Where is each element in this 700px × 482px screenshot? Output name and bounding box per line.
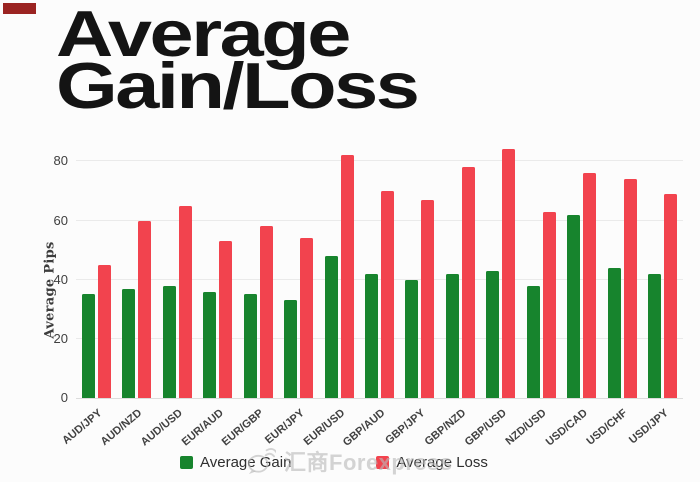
bar-groups bbox=[76, 148, 683, 398]
bar-group-eur-usd bbox=[319, 155, 359, 398]
bar-group-aud-nzd bbox=[116, 220, 156, 398]
x-label-aud-nzd: AUD/NZD bbox=[98, 407, 145, 449]
y-tick-label: 40 bbox=[53, 271, 68, 287]
gain-bar-usd-cad bbox=[567, 214, 581, 398]
title-line-1: Average bbox=[56, 0, 351, 70]
loss-bar-gbp-jpy bbox=[421, 199, 435, 398]
gain-bar-usd-chf bbox=[607, 267, 621, 398]
legend-loss-swatch bbox=[376, 456, 390, 469]
x-label-usd-chf: USD/CHF bbox=[584, 407, 631, 448]
title-line-2: Gain/Loss bbox=[56, 49, 420, 122]
y-tick-label: 20 bbox=[53, 330, 68, 346]
loss-bar-aud-jpy bbox=[97, 264, 111, 398]
bar-group-eur-aud bbox=[197, 241, 237, 398]
loss-bar-gbp-usd bbox=[502, 149, 516, 398]
gridline bbox=[76, 278, 683, 280]
gain-bar-gbp-aud bbox=[365, 273, 379, 398]
bar-group-usd-chf bbox=[602, 179, 642, 398]
x-label-aud-jpy: AUD/JPY bbox=[59, 407, 104, 447]
loss-bar-usd-cad bbox=[583, 173, 597, 398]
bar-group-nzd-usd bbox=[521, 211, 561, 398]
gain-bar-gbp-nzd bbox=[445, 273, 459, 398]
loss-bar-nzd-usd bbox=[542, 211, 556, 398]
gain-bar-usd-jpy bbox=[648, 273, 662, 398]
bar-group-gbp-aud bbox=[359, 190, 399, 398]
bar-group-usd-jpy bbox=[643, 193, 683, 398]
loss-bar-gbp-aud bbox=[381, 190, 395, 398]
x-label-eur-jpy: EUR/JPY bbox=[262, 407, 307, 447]
gain-bar-aud-usd bbox=[162, 285, 176, 398]
loss-bar-eur-usd bbox=[340, 155, 354, 398]
gridline bbox=[76, 337, 683, 339]
bar-group-aud-jpy bbox=[76, 264, 116, 398]
gain-bar-gbp-usd bbox=[486, 270, 500, 398]
x-label-eur-gbp: EUR/GBP bbox=[219, 407, 266, 449]
legend-item-gain: Average Gain bbox=[180, 454, 291, 471]
loss-bar-usd-chf bbox=[623, 179, 637, 398]
gain-bar-aud-jpy bbox=[81, 294, 95, 398]
bar-group-eur-gbp bbox=[238, 226, 278, 398]
legend-item-loss: Average Loss bbox=[376, 454, 488, 471]
legend-gain-label: Average Gain bbox=[200, 454, 292, 471]
legend-gain-swatch bbox=[180, 456, 193, 469]
loss-bar-eur-aud bbox=[219, 241, 233, 398]
gain-bar-eur-usd bbox=[324, 256, 338, 398]
loss-bar-aud-usd bbox=[178, 205, 192, 398]
x-label-aud-usd: AUD/USD bbox=[138, 407, 185, 449]
plot-area bbox=[76, 148, 683, 399]
loss-bar-usd-jpy bbox=[664, 193, 678, 398]
gridline bbox=[76, 219, 683, 221]
y-tick-label: 0 bbox=[60, 390, 68, 405]
legend: Average Gain Average Loss bbox=[180, 454, 488, 471]
x-label-usd-jpy: USD/JPY bbox=[626, 407, 671, 447]
bar-group-gbp-jpy bbox=[400, 199, 440, 398]
gridline bbox=[76, 160, 683, 162]
gain-bar-aud-nzd bbox=[122, 288, 136, 398]
loss-bar-aud-nzd bbox=[138, 220, 152, 398]
y-axis-ticks: 0 20 40 60 80 bbox=[0, 148, 68, 405]
x-label-gbp-jpy: GBP/JPY bbox=[383, 407, 428, 447]
x-label-eur-aud: EUR/AUD bbox=[179, 407, 226, 449]
x-label-gbp-aud: GBP/AUD bbox=[340, 407, 388, 449]
bar-group-usd-cad bbox=[562, 173, 602, 398]
y-tick-label: 80 bbox=[53, 153, 68, 169]
page-title: Average Gain/Loss bbox=[56, 0, 420, 122]
gain-bar-gbp-jpy bbox=[405, 279, 419, 398]
loss-bar-gbp-nzd bbox=[461, 167, 475, 398]
x-label-gbp-usd: GBP/USD bbox=[462, 407, 509, 449]
gain-bar-eur-aud bbox=[203, 291, 217, 398]
y-tick-label: 60 bbox=[53, 212, 68, 228]
gain-bar-nzd-usd bbox=[526, 285, 540, 398]
x-label-nzd-usd: NZD/USD bbox=[503, 407, 550, 448]
legend-loss-label: Average Loss bbox=[396, 454, 488, 471]
loss-bar-eur-gbp bbox=[259, 226, 273, 398]
gain-bar-eur-gbp bbox=[243, 294, 257, 398]
bar-group-eur-jpy bbox=[278, 238, 318, 398]
gain-bar-eur-jpy bbox=[284, 300, 298, 398]
corner-mark bbox=[3, 3, 36, 14]
bar-group-gbp-usd bbox=[481, 149, 521, 398]
x-label-usd-cad: USD/CAD bbox=[543, 407, 590, 449]
x-label-gbp-nzd: GBP/NZD bbox=[422, 407, 469, 449]
bar-group-gbp-nzd bbox=[440, 167, 480, 398]
loss-bar-eur-jpy bbox=[300, 238, 314, 398]
bar-group-aud-usd bbox=[157, 205, 197, 398]
x-label-eur-usd: EUR/USD bbox=[301, 407, 347, 449]
